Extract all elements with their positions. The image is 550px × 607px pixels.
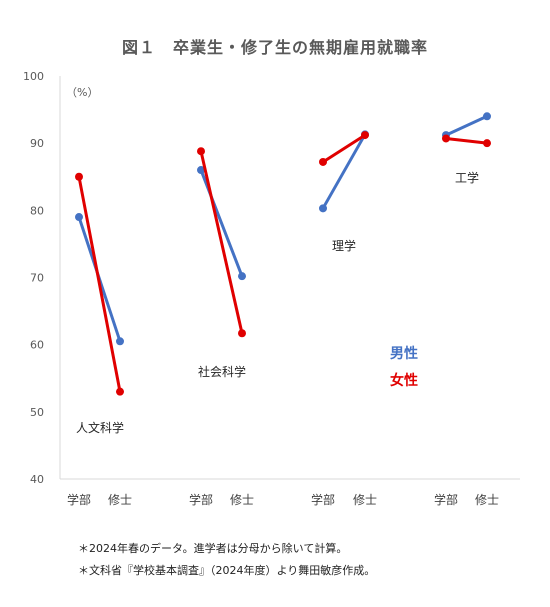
legend-entry: 女性 [390, 372, 418, 389]
x-tick-label: 学部 [67, 492, 91, 507]
series-line [321, 132, 367, 210]
y-tick-label: 100 [23, 70, 44, 83]
data-point [361, 131, 369, 140]
data-point [197, 166, 205, 175]
data-point [319, 204, 327, 213]
x-tick-label: 学部 [434, 492, 458, 507]
series-line [199, 149, 244, 335]
x-tick-label: 学部 [311, 492, 335, 507]
x-tick-label: 修士 [108, 492, 132, 507]
data-point [442, 134, 450, 143]
chart-title: 図１ 卒業生・修了生の無期雇用就職率 [121, 38, 428, 57]
x-tick-label: 修士 [353, 492, 377, 507]
x-tick-label: 修士 [475, 492, 499, 507]
data-point [238, 329, 246, 338]
y-tick-label: 60 [30, 339, 44, 352]
legend-entry: 男性 [390, 345, 418, 362]
footnote-2: ＊文科省『学校基本調査』（2024年度）より舞田敏彦作成。 [78, 564, 376, 577]
series-line [77, 175, 122, 394]
y-tick-label: 80 [30, 204, 44, 217]
series-line [321, 133, 367, 164]
data-point [483, 139, 491, 148]
series-line [444, 136, 489, 145]
x-tick-label: 学部 [189, 492, 213, 507]
y-tick-label: 50 [30, 406, 44, 419]
data-point [116, 387, 124, 396]
group-label: 工学 [455, 170, 479, 185]
data-point [319, 157, 327, 166]
group-label: 社会科学 [198, 364, 246, 379]
group-label: 人文科学 [76, 420, 124, 435]
footnote-1: ＊2024年春のデータ。進学者は分母から除いて計算。 [78, 542, 348, 555]
data-point [116, 337, 124, 346]
group-label: 理学 [332, 238, 356, 253]
data-point [238, 272, 246, 281]
series-line [199, 168, 244, 278]
data-point [483, 112, 491, 121]
y-tick-label: 70 [30, 272, 44, 285]
y-tick-label: 40 [30, 473, 44, 486]
x-tick-label: 修士 [230, 492, 254, 507]
data-point [75, 172, 83, 181]
y-axis-unit-label: （%） [66, 86, 98, 99]
data-point [75, 213, 83, 222]
y-tick-label: 90 [30, 137, 44, 150]
data-point [197, 147, 205, 156]
series-line [444, 114, 489, 137]
